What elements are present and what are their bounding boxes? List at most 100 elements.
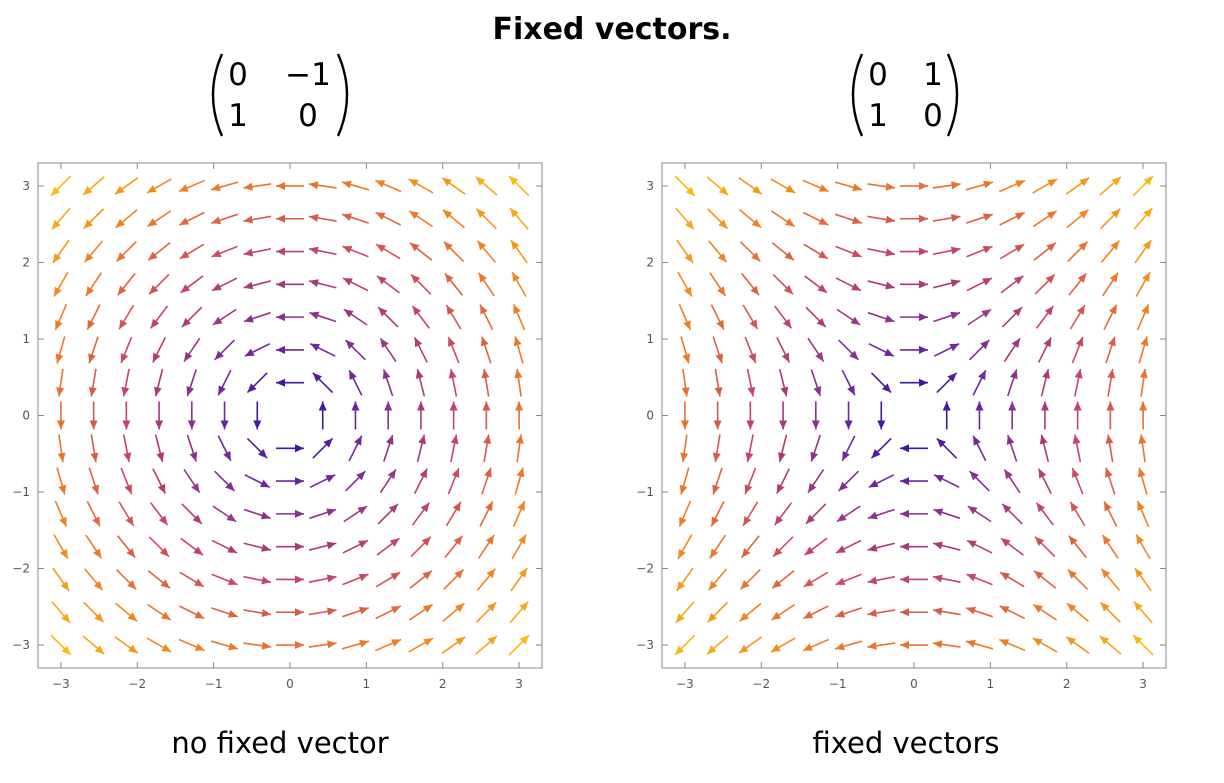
arrow-head [295,641,304,650]
vector-arrow [1066,602,1089,622]
vector-arrow [309,342,336,357]
vector-arrow [802,179,830,193]
y-tick-label: 3 [646,179,654,193]
vector-arrow [802,638,830,652]
vector-arrow [179,571,205,588]
vector-arrow [772,536,794,558]
vector-arrow [900,575,928,584]
arrow-head [1109,272,1119,283]
arrow-head [181,317,192,328]
vector-arrow [674,175,696,197]
vector-arrow [342,539,369,554]
arrow-head [85,286,95,296]
arrow-head [1033,604,1043,613]
vector-arrow [243,182,272,191]
vector-arrow [835,573,862,586]
arrow-head [835,610,846,618]
arrow-head [969,471,979,481]
arrow-head [951,213,961,222]
arrow-head [740,580,750,590]
arrow-head [718,219,728,229]
arrow-head [422,570,432,580]
vector-arrow [118,501,135,527]
arrow-head [343,309,354,318]
vector-arrow [341,180,370,191]
vector-arrow [178,638,206,652]
arrow-head [193,546,204,556]
arrow-head [276,378,285,387]
matrix-right: 0 1 1 0 [851,53,959,137]
vector-arrow [53,271,69,297]
arrow-head [227,545,238,553]
arrow-head [709,548,719,559]
arrow-head [1077,273,1087,283]
arrow-head [214,350,224,360]
vector-arrow [444,535,464,559]
arrow-head [950,246,961,255]
vector-arrow [147,242,171,261]
vector-arrow [738,177,763,195]
vector-arrow [51,207,71,230]
arrow-head [942,401,951,411]
arrow-head [211,183,221,192]
vector-arrow [999,571,1025,588]
vector-arrow [443,568,465,590]
arrow-head [159,547,169,557]
arrow-head [850,316,861,325]
arrow-head [885,215,896,224]
arrow-head [685,186,695,196]
vector-arrow [408,210,434,228]
vector-arrow [56,368,65,397]
arrow-head [712,452,721,463]
arrow-head [244,348,255,357]
vector-arrow [512,303,526,331]
arrow-head [308,213,319,222]
vector-arrow [510,567,528,592]
arrow-head [124,484,132,495]
arrow-head [776,483,785,494]
arrow-head [480,304,488,315]
vector-arrow [836,505,861,523]
arrow-head [1078,241,1088,251]
arrow-head [127,612,138,622]
vector-arrow [481,368,490,397]
vector-arrow [932,541,961,551]
vector-arrow [802,211,829,226]
vector-arrow [146,637,172,653]
y-tick-label: 2 [646,255,654,269]
vector-arrow [680,401,689,430]
vector-arrow [342,573,369,586]
arrow-head [148,251,158,261]
vector-arrow [739,602,762,622]
arrow-head [128,644,138,654]
arrow-head [932,574,943,583]
arrow-head [751,252,761,262]
vector-arrow [155,401,164,430]
x-tick-label: 3 [1139,677,1147,691]
vector-arrow [900,313,928,322]
arrow-head [261,641,272,650]
vector-arrow [376,275,400,294]
y-tick-label: 0 [22,409,30,423]
vector-arrow [776,337,791,363]
vector-arrow [675,207,695,230]
arrow-head [871,448,881,459]
vector-arrow [210,640,239,651]
arrow-head [1000,572,1010,581]
vector-arrow [180,537,204,556]
arrow-head [378,307,388,317]
vector-arrow [84,568,104,591]
arrow-head [146,184,157,193]
arrow-head [682,353,691,364]
vector-arrow [1037,468,1052,494]
arrow-head [147,218,158,227]
arrow-head [838,481,848,491]
arrow-head [58,484,67,495]
vector-arrow [739,209,762,229]
arrow-head [934,474,945,483]
arrow-head [477,240,487,251]
arrow-head [983,180,993,189]
vector-arrow [483,434,492,463]
arrow-head [1134,568,1144,578]
arrow-head [1032,638,1043,647]
